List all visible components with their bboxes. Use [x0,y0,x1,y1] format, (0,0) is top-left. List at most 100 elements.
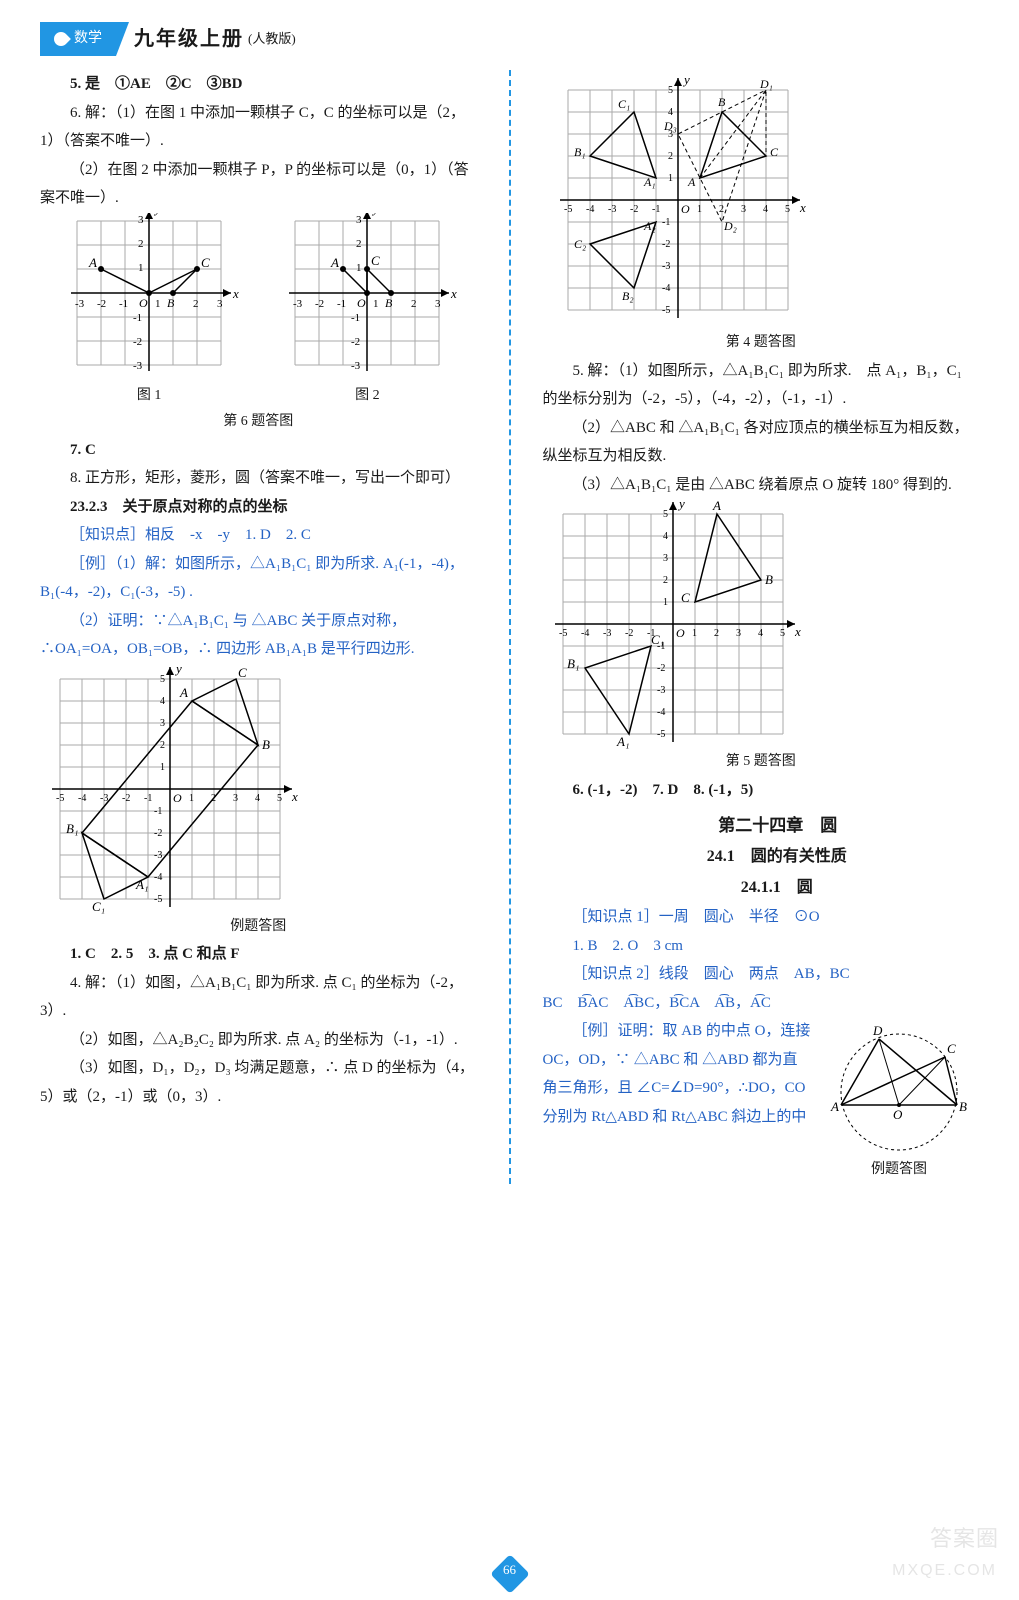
fig5-caption: 第 5 题答图 [543,749,980,776]
svg-text:B: B [385,296,393,310]
svg-text:-5: -5 [564,204,572,215]
svg-text:A₁: A₁ [616,734,629,749]
column-divider [509,70,511,1184]
svg-text:B₁: B₁ [66,821,78,836]
svg-text:B₁: B₁ [574,145,586,159]
svg-text:C₁: C₁ [618,97,630,111]
fig1-label: 图 1 [54,383,244,410]
svg-text:y: y [153,213,161,216]
svg-text:-3: -3 [100,793,108,804]
knowledge-point-2: ［知识点 2］线段 圆心 两点 AB，BC [543,960,980,989]
svg-text:1: 1 [138,262,144,274]
svg-text:A₂: A₂ [643,219,656,233]
svg-text:3: 3 [160,718,165,729]
svg-text:-5: -5 [154,894,162,905]
svg-text:-4: -4 [657,707,665,718]
svg-text:C₂: C₂ [574,237,586,251]
svg-text:5: 5 [780,628,785,639]
svg-text:-3: -3 [133,360,143,372]
svg-text:A: A [687,175,696,189]
kp2-line2: BC B͡AC A͡BC，B͡CA A͡B，A͡C [543,989,980,1018]
svg-text:y: y [677,499,685,511]
svg-text:C: C [201,255,210,270]
svg-text:-2: -2 [122,793,130,804]
answer-5-2: （2）△ABC 和 △A₁B₁C₁ 各对应顶点的横坐标互为相反数，纵坐标互为相反… [543,414,980,471]
svg-text:4: 4 [668,107,673,118]
svg-text:B: B [718,95,726,109]
svg-text:5: 5 [785,204,790,215]
grid-1-svg: xy A C B O -3-2-1 123 123 [54,213,244,383]
svg-text:x: x [291,789,298,804]
knowledge-point: ［知识点］相反 -x -y 1. D 2. C [40,521,477,550]
svg-text:-1: -1 [351,312,360,324]
answer-6-part2: （2）在图 2 中添加一颗棋子 P，P 的坐标可以是（0，1）（答案不唯一）. [40,156,477,213]
svg-text:C₁: C₁ [92,899,105,914]
svg-text:D₂: D₂ [723,219,737,233]
svg-text:C: C [681,590,690,605]
fig-ex-caption: 例题答图 [40,914,477,941]
example-with-figure: A B C D O 例题答图 ［例］证明：取 AB 的中点 O，连接 OC，OD… [543,1017,980,1131]
svg-text:-1: -1 [133,312,142,324]
svg-text:C: C [947,1041,956,1056]
svg-text:4: 4 [758,628,763,639]
left-column: 5. 是 ①AE ②C ③BD 6. 解：（1）在图 1 中添加一颗棋子 C，C… [40,70,477,1184]
svg-text:-5: -5 [662,305,670,316]
fig-circle-caption: 例题答图 [819,1157,979,1184]
svg-text:-1: -1 [144,793,152,804]
svg-text:y: y [174,664,182,676]
svg-text:A: A [88,255,97,270]
figure-6-2: xy A C B O -3-2-1 123 123 -1 [272,213,462,410]
svg-text:-2: -2 [154,828,162,839]
answer-5-3: （3）△A₁B₁C₁ 是由 △ABC 绕着原点 O 旋转 180° 得到的. [543,471,980,500]
figure-6-1: xy A C B O -3-2-1 123 123 [54,213,244,410]
svg-text:-1: -1 [662,217,670,228]
chapter-24: 第二十四章 圆 [543,810,980,842]
svg-text:A: A [179,685,188,700]
answers-1-3: 1. C 2. 5 3. 点 C 和点 F [40,940,477,969]
svg-text:A: A [712,499,721,513]
answer-8: 8. 正方形，矩形，菱形，圆（答案不唯一，写出一个即可） [40,464,477,493]
page-header: 数学 九年级上册 (人教版) [40,20,979,58]
watermark-1: 答案圈 [930,1518,999,1560]
svg-text:1: 1 [160,762,165,773]
subject-label: 数学 [74,26,102,53]
svg-text:1: 1 [697,204,702,215]
answer-4-1: 4. 解：（1）如图，△A₁B₁C₁ 即为所求. 点 C₁ 的坐标为（-2，3）… [40,969,477,1026]
svg-text:D: D [872,1023,883,1038]
svg-text:C: C [371,253,380,268]
edition-label: (人教版) [248,27,296,52]
svg-text:1: 1 [663,597,668,608]
svg-text:A₁: A₁ [643,175,656,189]
svg-text:5: 5 [663,509,668,520]
svg-text:5: 5 [277,793,282,804]
svg-text:-2: -2 [625,628,633,639]
svg-text:-5: -5 [56,793,64,804]
svg-text:4: 4 [763,204,768,215]
svg-text:-2: -2 [657,663,665,674]
right-column: xy A B C A₁ B₁ C₁ A₂ [543,70,980,1184]
svg-text:3: 3 [217,298,223,310]
page: 数学 九年级上册 (人教版) 5. 是 ①AE ②C ③BD 6. 解：（1）在… [0,0,1019,1600]
svg-text:2: 2 [160,740,165,751]
svg-text:A₁: A₁ [135,877,148,892]
grid-4-svg: xy A B C A₁ B₁ C₁ A₂ [543,70,813,330]
svg-text:4: 4 [663,531,668,542]
section-24-1: 24.1 圆的有关性质 [543,842,980,872]
svg-text:-5: -5 [657,729,665,740]
answer-4-3: （3）如图，D₁，D₂，D₃ 均满足题意，∴ 点 D 的坐标为（4，5）或（2，… [40,1054,477,1111]
svg-text:-1: -1 [652,204,660,215]
svg-text:3: 3 [736,628,741,639]
svg-text:O: O [357,296,366,310]
svg-text:2: 2 [138,238,144,250]
figure-circle: A B C D O 例题答图 [819,1017,979,1184]
svg-text:-2: -2 [351,336,360,348]
svg-text:-3: -3 [603,628,611,639]
svg-text:-2: -2 [97,298,106,310]
subject-tab: 数学 [40,22,116,56]
svg-text:C: C [238,665,247,680]
svg-text:1: 1 [373,298,379,310]
svg-text:O: O [173,791,182,805]
svg-text:-3: -3 [293,298,303,310]
answer-5-1: 5. 解：（1）如图所示，△A₁B₁C₁ 即为所求. 点 A₁，B₁，C₁ 的坐… [543,357,980,414]
svg-text:4: 4 [160,696,165,707]
